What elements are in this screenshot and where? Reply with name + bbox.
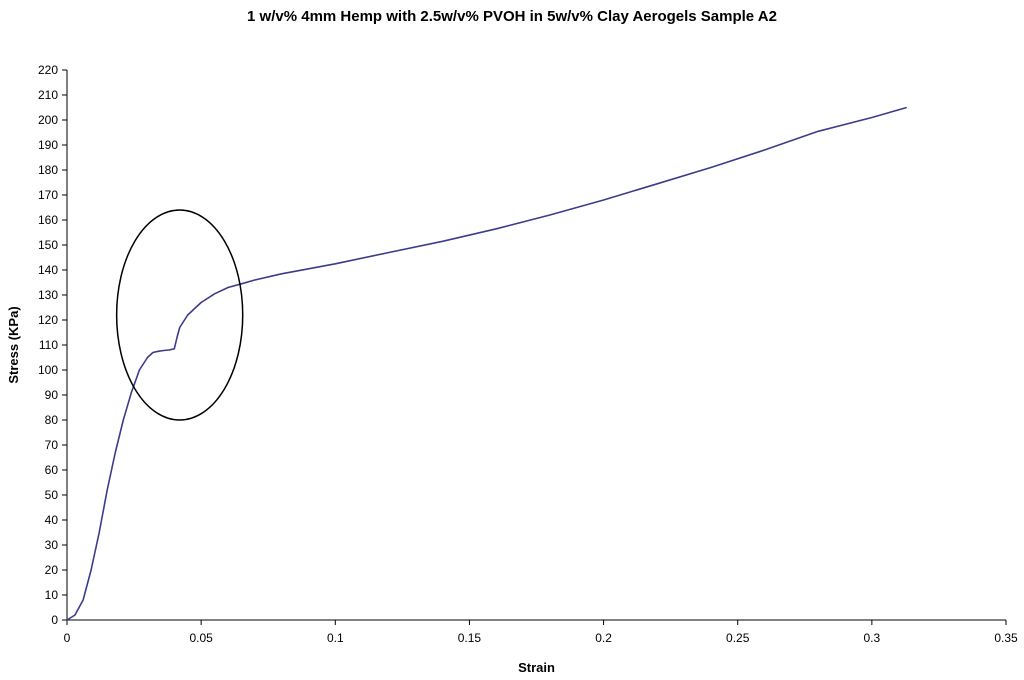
x-axis-title: Strain: [518, 660, 555, 675]
y-tick-group: 0 10 20 30 40 50 60 70 80 90 100 110 120 130 140 150 160…: [38, 63, 67, 627]
x-tick-label: 0.05: [189, 631, 213, 645]
y-axis-title: Stress (KPa): [6, 306, 21, 383]
y-tick-label: 60: [45, 463, 59, 477]
y-tick-label: 180: [38, 163, 58, 177]
y-tick-label: 50: [45, 488, 59, 502]
y-tick-label: 200: [38, 113, 58, 127]
y-tick-label: 40: [45, 513, 59, 527]
y-tick-label: 160: [38, 213, 58, 227]
y-tick-label: 150: [38, 238, 58, 252]
y-tick-label: 190: [38, 138, 58, 152]
x-tick-label: 0.1: [327, 631, 344, 645]
annotation-layer: [115, 209, 244, 421]
chart-title: 1 w/v% 4mm Hemp with 2.5w/v% PVOH in 5w/…: [247, 8, 777, 25]
y-tick-label: 210: [38, 88, 58, 102]
y-tick-label: 70: [45, 438, 59, 452]
y-tick-label: 220: [38, 63, 58, 77]
y-tick-label: 170: [38, 188, 58, 202]
series-line-0: [66, 106, 907, 621]
y-tick-label: 10: [45, 588, 59, 602]
annotation-ellipse: [115, 209, 244, 421]
y-tick-label: 130: [38, 288, 58, 302]
x-tick-label: 0: [64, 631, 71, 645]
x-tick-label: 0.25: [726, 631, 750, 645]
y-tick-label: 30: [45, 538, 59, 552]
y-tick-label: 110: [39, 338, 58, 352]
series-layer: [66, 106, 907, 621]
x-tick-label: 0.2: [595, 631, 612, 645]
x-tick-label: 0.15: [458, 631, 482, 645]
y-tick-label: 140: [38, 263, 58, 277]
y-tick-label: 20: [45, 563, 59, 577]
y-tick-label: 0: [51, 613, 58, 627]
x-tick-label: 0.35: [994, 631, 1018, 645]
x-tick-label: 0.3: [864, 631, 881, 645]
y-tick-label: 80: [45, 413, 59, 427]
y-tick-label: 100: [38, 363, 58, 377]
chart-axes: [66, 70, 1006, 621]
y-tick-label: 120: [38, 313, 58, 327]
x-tick-group: 0 0.05 0.1 0.15 0.2 0.25 0.3 0.35: [64, 620, 1018, 645]
y-tick-label: 90: [45, 388, 59, 402]
